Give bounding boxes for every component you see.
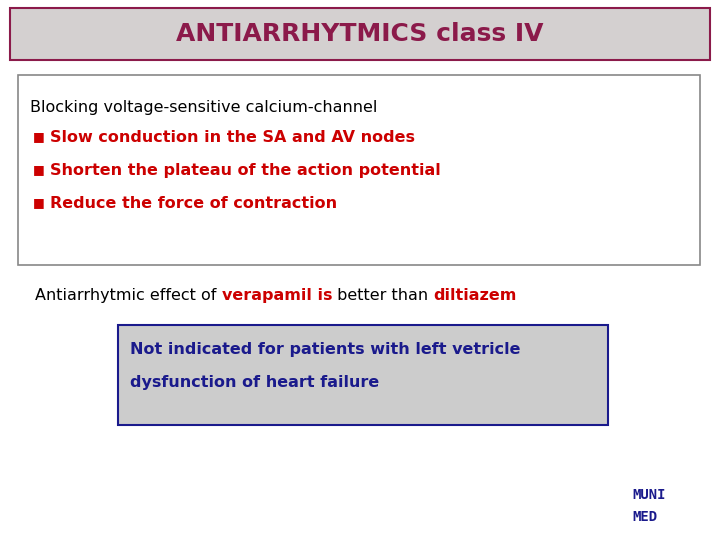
Text: better than: better than	[332, 288, 433, 303]
Text: MUNI: MUNI	[632, 488, 665, 502]
FancyBboxPatch shape	[118, 325, 608, 425]
Text: MED: MED	[632, 510, 657, 524]
FancyBboxPatch shape	[18, 75, 700, 265]
Text: ■: ■	[33, 130, 45, 143]
Text: Shorten the plateau of the action potential: Shorten the plateau of the action potent…	[50, 163, 441, 178]
Text: Reduce the force of contraction: Reduce the force of contraction	[50, 196, 337, 211]
FancyBboxPatch shape	[10, 8, 710, 60]
Text: ANTIARRHYTMICS class IV: ANTIARRHYTMICS class IV	[176, 22, 544, 46]
Text: Not indicated for patients with left vetricle: Not indicated for patients with left vet…	[130, 342, 521, 357]
Text: Blocking voltage-sensitive calcium-channel: Blocking voltage-sensitive calcium-chann…	[30, 100, 377, 115]
Text: verapamil is: verapamil is	[222, 288, 332, 303]
Text: ■: ■	[33, 163, 45, 176]
Text: Slow conduction in the SA and AV nodes: Slow conduction in the SA and AV nodes	[50, 130, 415, 145]
Text: ■: ■	[33, 196, 45, 209]
Text: dysfunction of heart failure: dysfunction of heart failure	[130, 375, 379, 390]
Text: diltiazem: diltiazem	[433, 288, 517, 303]
Text: Antiarrhytmic effect of: Antiarrhytmic effect of	[35, 288, 222, 303]
